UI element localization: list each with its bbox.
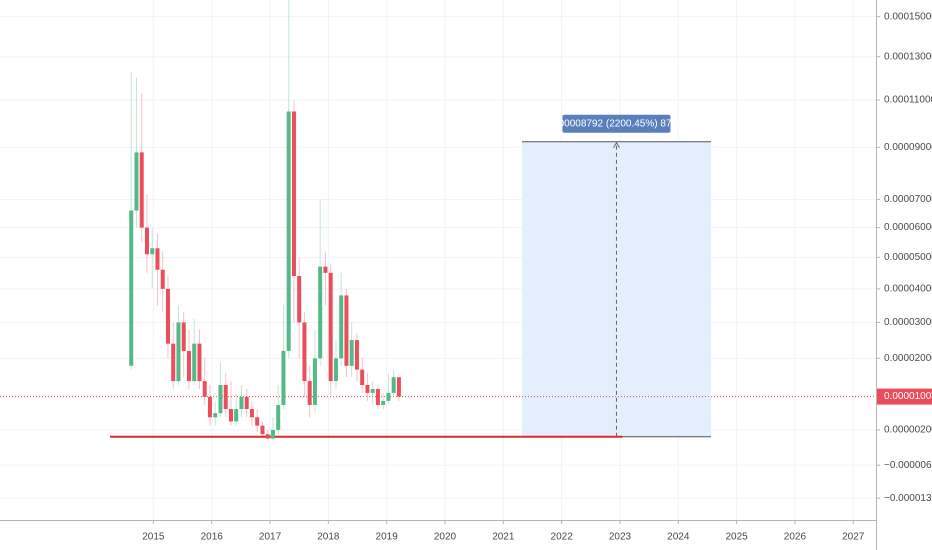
candle-body bbox=[207, 396, 212, 418]
x-tick-label: 2015 bbox=[142, 532, 165, 543]
candle-body bbox=[328, 272, 333, 382]
x-tick-label: 2024 bbox=[667, 532, 690, 543]
candle-body bbox=[150, 248, 155, 255]
last-price-box bbox=[877, 388, 932, 405]
candle-body bbox=[234, 409, 239, 422]
candle-body bbox=[312, 358, 317, 405]
candle-body bbox=[375, 388, 380, 405]
y-tick-label: −0.00001300 bbox=[884, 493, 932, 504]
candle-body bbox=[228, 409, 233, 422]
candle-body bbox=[391, 377, 396, 393]
candle-body bbox=[349, 340, 354, 366]
candle-body bbox=[365, 385, 370, 393]
x-tick-label: 2018 bbox=[317, 532, 340, 543]
x-tick-label: 2025 bbox=[725, 532, 748, 543]
candle-body bbox=[307, 381, 312, 405]
candle-body bbox=[202, 381, 207, 397]
y-tick-label: 0.00007000 bbox=[884, 194, 932, 205]
candle-body bbox=[171, 343, 176, 382]
candle-body bbox=[255, 417, 260, 426]
x-tick-label: 2017 bbox=[259, 532, 282, 543]
measure-arrow-head bbox=[613, 141, 620, 148]
candle-body bbox=[354, 340, 359, 370]
x-tick-label: 2027 bbox=[842, 532, 865, 543]
candle-body bbox=[396, 377, 401, 397]
candle-body bbox=[270, 429, 275, 439]
candle-body bbox=[297, 276, 302, 323]
y-tick-label: 0.00013000 bbox=[884, 51, 932, 62]
candle-body bbox=[144, 227, 149, 255]
candle-body bbox=[286, 111, 291, 351]
y-tick-label: 0.00002000 bbox=[884, 353, 932, 364]
candle-body bbox=[276, 404, 281, 430]
candle-body bbox=[186, 350, 191, 382]
x-tick-label: 2021 bbox=[492, 532, 515, 543]
x-tick-label: 2023 bbox=[609, 532, 632, 543]
candle-body bbox=[197, 343, 202, 382]
candle-body bbox=[176, 322, 181, 382]
candle-body bbox=[281, 350, 286, 405]
candle-body bbox=[333, 358, 338, 382]
candle-body bbox=[381, 400, 386, 405]
x-tick-label: 2020 bbox=[434, 532, 457, 543]
candle-body bbox=[386, 392, 391, 401]
candle-body bbox=[370, 388, 375, 393]
candle-body bbox=[213, 413, 218, 418]
candle-body bbox=[249, 409, 254, 418]
candle-body bbox=[165, 288, 170, 344]
candle-body bbox=[223, 385, 228, 410]
candle-body bbox=[339, 295, 344, 359]
candle-body bbox=[218, 385, 223, 414]
y-tick-label: 0.00009000 bbox=[884, 142, 932, 153]
candles bbox=[129, 0, 401, 441]
candle-body bbox=[302, 322, 307, 382]
candle-body bbox=[239, 396, 244, 410]
y-tick-label: −0.00000600 bbox=[884, 460, 932, 471]
y-tick-label: 0.00004000 bbox=[884, 284, 932, 295]
candle-body bbox=[139, 152, 144, 228]
measure-label-box bbox=[562, 114, 671, 133]
candle-body bbox=[129, 210, 134, 366]
candle-body bbox=[360, 369, 365, 386]
candle-body bbox=[155, 248, 160, 270]
candle-body bbox=[291, 111, 296, 277]
candle-body bbox=[134, 152, 139, 211]
y-tick-label: 0.00011000 bbox=[884, 95, 932, 106]
drawings: 0.00008792 (2200.45%) 8792 bbox=[0, 114, 876, 438]
candle-body bbox=[323, 266, 328, 273]
candle-body bbox=[344, 295, 349, 366]
y-tick-label: 0.00006000 bbox=[884, 222, 932, 233]
candle-body bbox=[181, 322, 186, 351]
candle-body bbox=[318, 266, 323, 359]
x-tick-label: 2022 bbox=[551, 532, 574, 543]
x-tick-label: 2016 bbox=[201, 532, 224, 543]
candle-body bbox=[260, 425, 265, 435]
y-tick-label: 0.00005000 bbox=[884, 252, 932, 263]
candle-body bbox=[160, 269, 165, 289]
y-tick-label: 0.00003000 bbox=[884, 317, 932, 328]
candle-body bbox=[192, 343, 197, 382]
last-price-label: 0.00001007 bbox=[884, 391, 932, 402]
y-tick-label: 0.00000200 bbox=[884, 425, 932, 436]
measure-label: 0.00008792 (2200.45%) 8792 bbox=[550, 118, 683, 129]
x-tick-label: 2019 bbox=[376, 532, 399, 543]
x-tick-label: 2026 bbox=[784, 532, 807, 543]
candle-body bbox=[244, 396, 249, 410]
candle-body bbox=[265, 434, 270, 439]
y-tick-label: 0.00015000 bbox=[884, 11, 932, 22]
